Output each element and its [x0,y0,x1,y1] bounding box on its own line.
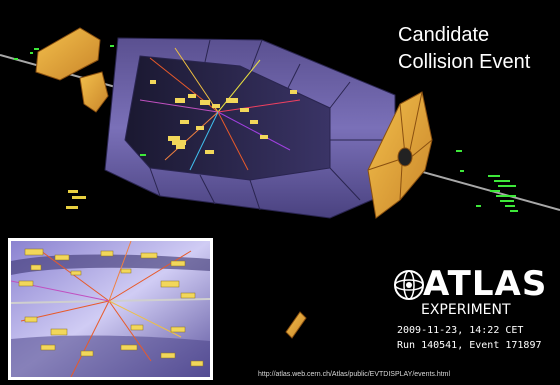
title-line-1: Candidate [398,24,490,46]
endcap-right-segments [367,91,433,201]
event-datetime: 2009-11-23, 14:22 CET [397,325,524,336]
source-url: http://atlas.web.cern.ch/Atlas/public/EV… [258,371,451,378]
muon-hits [14,45,518,212]
inset-zoom-panel [8,238,213,380]
endcap-left-lower [79,71,109,113]
calorimeter-cells [150,80,297,154]
atlas-logo-subtitle: EXPERIMENT [421,302,511,318]
title-line-2: Collision Event [398,51,531,73]
atlas-logo-text: ATLAS [423,264,548,304]
outer-hits [66,190,86,209]
endcap-left [35,27,101,81]
barrel-segments [149,39,395,211]
inset-scene [11,241,210,377]
particle-tracks [139,47,301,171]
atlas-logo-icon [394,270,424,300]
event-run-number: Run 140541, Event 171897 [397,340,542,351]
endcap-fragment [285,311,307,339]
